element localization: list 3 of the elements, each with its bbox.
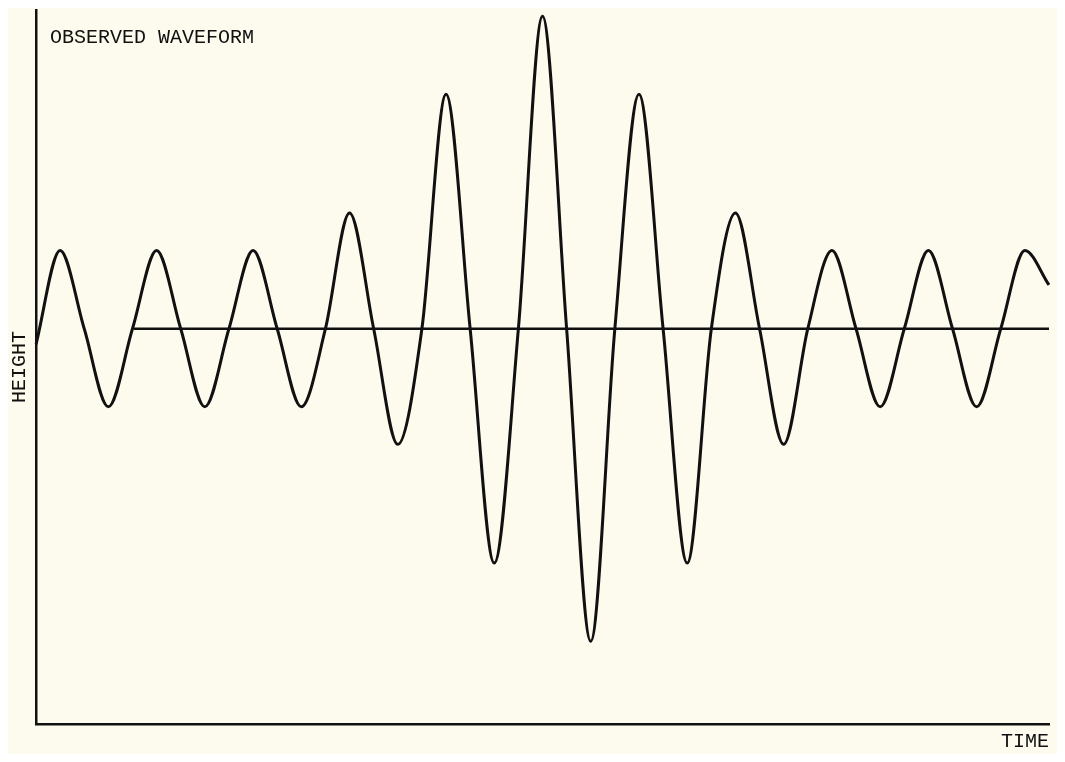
text: OBSERVED WAVEFORM (50, 26, 255, 50)
x-axis-title: TIME (1000, 730, 1049, 754)
y-axis-title: HEIGHT (8, 330, 32, 404)
